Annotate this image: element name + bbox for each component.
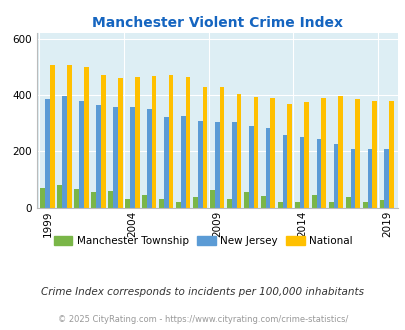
Bar: [209, 190, 214, 208]
Bar: [197, 121, 202, 208]
Bar: [84, 67, 88, 208]
Bar: [185, 77, 190, 208]
Bar: [367, 148, 371, 208]
Bar: [134, 77, 139, 208]
Bar: [164, 117, 168, 208]
Bar: [231, 122, 236, 208]
Bar: [113, 107, 117, 208]
Bar: [96, 106, 100, 208]
Text: © 2025 CityRating.com - https://www.cityrating.com/crime-statistics/: © 2025 CityRating.com - https://www.city…: [58, 315, 347, 324]
Bar: [299, 137, 304, 208]
Bar: [181, 116, 185, 208]
Bar: [388, 101, 393, 208]
Bar: [50, 65, 55, 208]
Bar: [304, 102, 308, 208]
Bar: [40, 188, 45, 208]
Bar: [354, 99, 359, 208]
Bar: [253, 97, 258, 208]
Bar: [362, 202, 367, 208]
Bar: [91, 192, 96, 208]
Bar: [79, 101, 84, 208]
Bar: [379, 200, 384, 208]
Bar: [350, 148, 354, 208]
Bar: [159, 199, 164, 208]
Bar: [100, 75, 105, 208]
Bar: [45, 99, 50, 208]
Bar: [57, 185, 62, 208]
Bar: [168, 75, 173, 208]
Bar: [214, 122, 219, 208]
Bar: [248, 126, 253, 208]
Bar: [294, 202, 299, 208]
Bar: [176, 202, 181, 208]
Bar: [321, 98, 325, 208]
Bar: [384, 148, 388, 208]
Bar: [226, 199, 231, 208]
Bar: [117, 78, 122, 208]
Bar: [193, 197, 197, 208]
Bar: [62, 96, 67, 208]
Bar: [151, 76, 156, 208]
Bar: [219, 86, 224, 208]
Bar: [316, 139, 321, 208]
Bar: [311, 195, 316, 208]
Bar: [202, 87, 207, 208]
Bar: [108, 191, 113, 208]
Bar: [260, 196, 265, 208]
Bar: [243, 192, 248, 208]
Bar: [142, 195, 147, 208]
Bar: [270, 98, 275, 208]
Bar: [74, 189, 79, 208]
Bar: [236, 94, 241, 208]
Bar: [371, 101, 376, 208]
Bar: [265, 128, 270, 208]
Bar: [67, 65, 71, 208]
Bar: [130, 107, 134, 208]
Bar: [277, 202, 282, 208]
Bar: [345, 197, 350, 208]
Bar: [147, 109, 151, 208]
Bar: [333, 144, 337, 208]
Bar: [287, 104, 292, 208]
Text: Crime Index corresponds to incidents per 100,000 inhabitants: Crime Index corresponds to incidents per…: [41, 287, 364, 297]
Bar: [337, 96, 342, 208]
Bar: [328, 202, 333, 208]
Bar: [282, 135, 287, 208]
Title: Manchester Violent Crime Index: Manchester Violent Crime Index: [92, 16, 342, 30]
Legend: Manchester Township, New Jersey, National: Manchester Township, New Jersey, Nationa…: [49, 232, 356, 250]
Bar: [125, 199, 130, 208]
